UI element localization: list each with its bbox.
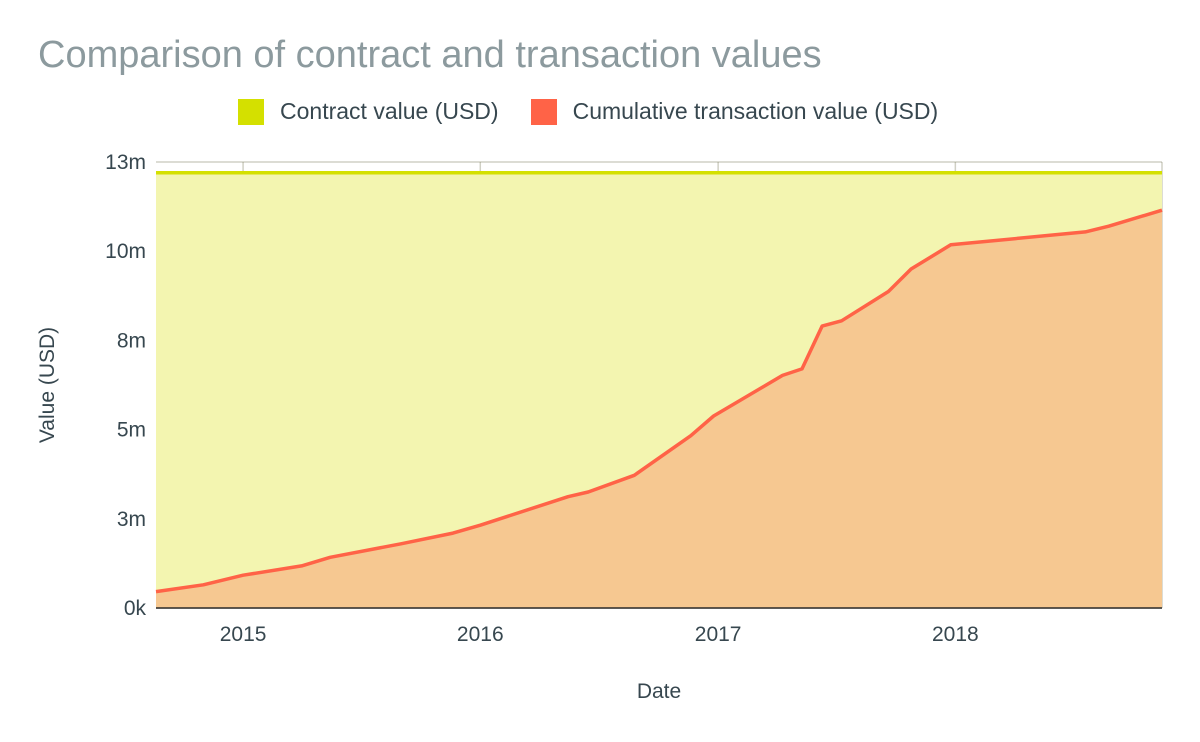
legend-item-contract-value[interactable]: Contract value (USD) xyxy=(238,98,499,125)
y-tick-label: 10m xyxy=(105,240,146,263)
legend-label-cumulative-transaction-value: Cumulative transaction value (USD) xyxy=(572,98,939,124)
y-tick-label: 8m xyxy=(117,329,146,352)
series-lines xyxy=(155,170,1163,594)
x-tick-label: 2018 xyxy=(932,623,979,646)
legend-swatch-contract-value xyxy=(238,98,264,125)
y-tick-label: 13m xyxy=(105,151,146,174)
legend-swatch-cumulative-transaction-value xyxy=(530,98,557,125)
x-tick-label: 2015 xyxy=(220,623,267,646)
y-axis-title: Value (USD) xyxy=(36,327,59,443)
x-axis-ticks: 2015 2016 2017 2018 xyxy=(220,623,979,646)
legend: Contract value (USD) Cumulative transact… xyxy=(238,98,970,125)
y-axis-ticks: 0k 3m 5m 8m 10m 13m xyxy=(105,151,146,620)
legend-label-contract-value: Contract value (USD) xyxy=(280,98,499,124)
y-tick-label: 5m xyxy=(117,419,146,442)
series-line-1 xyxy=(155,208,1163,594)
area-fill-series-1 xyxy=(156,210,1162,608)
x-axis-title: Date xyxy=(637,680,681,703)
legend-item-cumulative-transaction-value[interactable]: Cumulative transaction value (USD) xyxy=(530,98,939,125)
y-tick-label: 0k xyxy=(124,597,147,620)
x-tick-label: 2016 xyxy=(457,623,504,646)
area-fills xyxy=(156,172,1162,608)
chart-title: Comparison of contract and transaction v… xyxy=(38,34,822,76)
y-tick-label: 3m xyxy=(117,508,146,531)
x-tick-label: 2017 xyxy=(695,623,742,646)
